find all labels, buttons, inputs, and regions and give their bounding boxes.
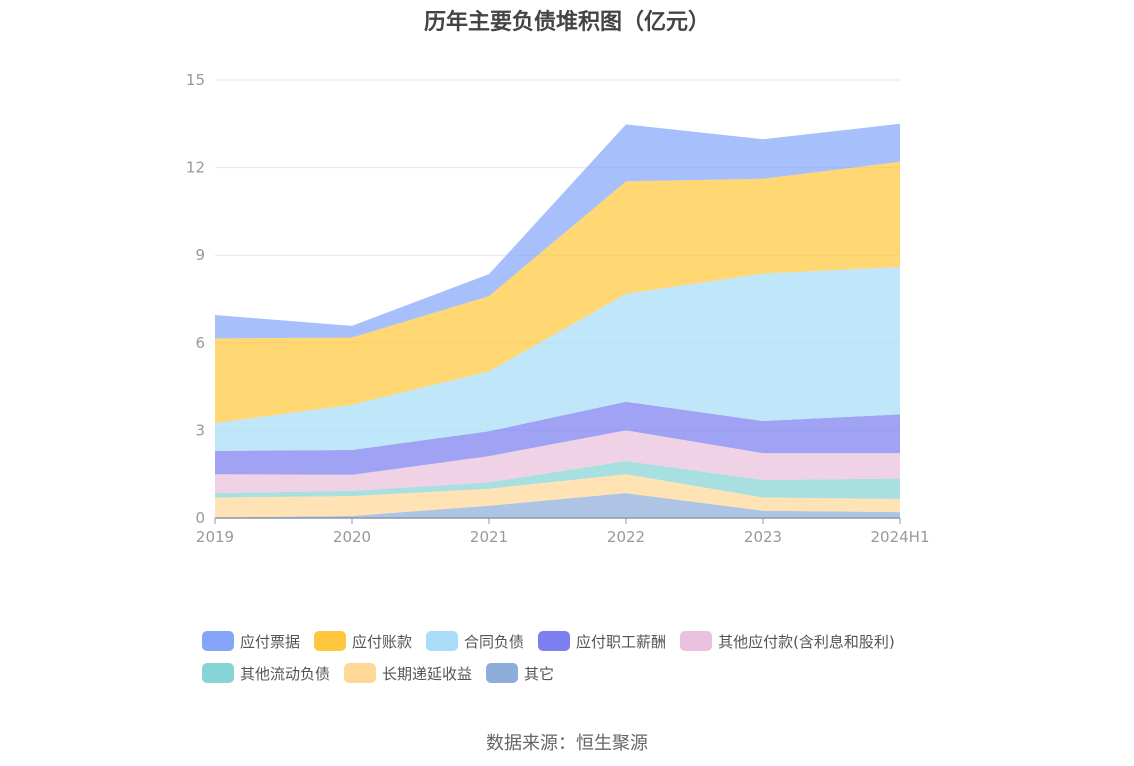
legend-swatch bbox=[680, 631, 713, 651]
legend-item[interactable]: 合同负债 bbox=[426, 630, 524, 652]
stacked-area-chart: 0 3 6 9 12 15 2019 2020 2021 2022 2023 2024H1 bbox=[186, 71, 930, 546]
legend-label: 应付职工薪酬 bbox=[576, 632, 667, 651]
area-series-0[interactable] bbox=[215, 493, 900, 518]
y-tick-label: 0 bbox=[195, 509, 205, 527]
area-series-5[interactable] bbox=[215, 266, 900, 451]
data-source-note: 数据来源：恒生聚源 bbox=[486, 733, 648, 754]
y-tick-label: 6 bbox=[195, 334, 205, 352]
legend-swatch bbox=[202, 663, 234, 683]
chart-title: 历年主要负债堆积图（亿元） bbox=[423, 10, 710, 35]
legend-label: 其他流动负债 bbox=[240, 664, 331, 683]
legend-item[interactable]: 其他应付款(含利息和股利) bbox=[680, 630, 895, 652]
y-tick-label: 9 bbox=[195, 246, 205, 264]
area-series-3[interactable] bbox=[215, 430, 900, 494]
axes: 0 3 6 9 12 15 2019 2020 2021 2022 2023 2024H1 bbox=[186, 71, 930, 546]
area-series-2[interactable] bbox=[215, 461, 900, 500]
legend-item[interactable]: 应付职工薪酬 bbox=[538, 630, 666, 652]
legend-item[interactable]: 其他流动负债 bbox=[202, 662, 330, 684]
y-tick-label: 3 bbox=[195, 421, 205, 439]
legend-label: 其它 bbox=[524, 664, 555, 683]
x-tick-label: 2024H1 bbox=[871, 528, 930, 546]
legend-label: 应付账款 bbox=[352, 632, 413, 651]
area-series-6[interactable] bbox=[215, 161, 900, 424]
x-tick-label: 2019 bbox=[196, 528, 234, 546]
x-tick-label: 2022 bbox=[607, 528, 645, 546]
legend-swatch bbox=[314, 631, 347, 651]
legend-label: 长期递延收益 bbox=[382, 664, 473, 683]
area-series-4[interactable] bbox=[215, 401, 900, 475]
legend-swatch bbox=[202, 631, 234, 651]
x-tick-label: 2021 bbox=[470, 528, 508, 546]
legend-item[interactable]: 应付账款 bbox=[314, 630, 412, 652]
area-series-7[interactable] bbox=[215, 123, 900, 339]
x-tick-label: 2023 bbox=[744, 528, 782, 546]
legend-label: 合同负债 bbox=[464, 632, 525, 651]
legend-swatch bbox=[426, 631, 459, 651]
legend-item[interactable]: 应付票据 bbox=[202, 630, 300, 652]
legend-item[interactable]: 长期递延收益 bbox=[344, 662, 472, 684]
legend: 应付票据 应付账款 合同负债 应付职工薪酬 其他应付款(含利息和股利) 其他流动负债 长期递… bbox=[202, 630, 962, 684]
y-tick-label: 12 bbox=[186, 159, 205, 177]
legend-item[interactable]: 其它 bbox=[486, 662, 554, 684]
legend-label: 应付票据 bbox=[240, 632, 301, 651]
x-tick-label: 2020 bbox=[333, 528, 371, 546]
legend-swatch bbox=[538, 631, 571, 651]
y-tick-label: 15 bbox=[186, 71, 205, 89]
legend-swatch bbox=[486, 663, 519, 683]
legend-swatch bbox=[344, 663, 377, 683]
area-series-1[interactable] bbox=[215, 474, 900, 518]
legend-label: 其他应付款(含利息和股利) bbox=[718, 632, 895, 651]
area-series bbox=[215, 123, 900, 518]
